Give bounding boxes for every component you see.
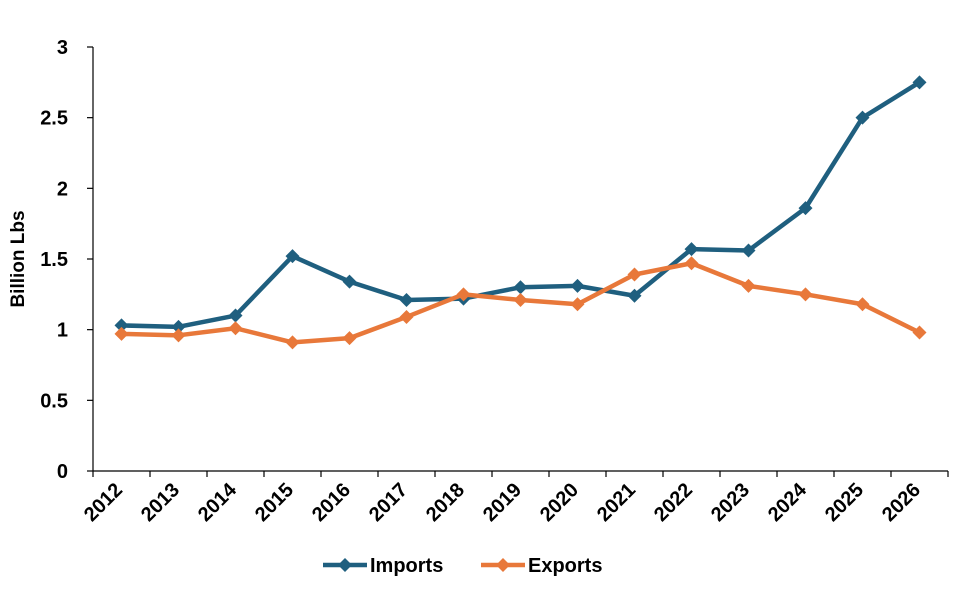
y-tick-label: 2.5: [40, 108, 68, 130]
exports-point: [912, 325, 927, 340]
axes: [92, 47, 948, 472]
x-tick-label: 2019: [479, 479, 526, 526]
exports-series: [114, 256, 927, 350]
exports-point: [684, 256, 699, 271]
exports-point: [285, 335, 300, 350]
imports-point: [855, 110, 870, 125]
y-tick-label: 1.5: [40, 249, 68, 271]
y-tick-label: 0: [57, 461, 68, 483]
x-tick-label: 2013: [137, 479, 184, 526]
series-layer: [114, 75, 927, 350]
x-tick-label: 2012: [80, 479, 127, 526]
y-axis-title-group: Billion Lbs: [8, 210, 29, 307]
x-tick-label: 2026: [878, 479, 925, 526]
imports-legend-label: Imports: [370, 555, 443, 577]
x-tick-label: 2015: [251, 479, 298, 526]
imports-legend-marker: [338, 558, 352, 572]
x-tick-label: 2022: [650, 479, 697, 526]
exports-point: [228, 321, 243, 336]
x-tick-label: 2023: [707, 479, 754, 526]
y-axis-title: Billion Lbs: [8, 210, 29, 307]
exports-point: [456, 287, 471, 302]
x-tick-label: 2025: [821, 479, 868, 526]
x-tick-label: 2021: [593, 479, 640, 526]
exports-point: [798, 287, 813, 302]
exports-point: [399, 309, 414, 324]
imports-point: [513, 280, 528, 295]
imports-series: [114, 75, 927, 334]
exports-point: [627, 267, 642, 282]
exports-legend-marker: [496, 558, 510, 572]
x-tick-label: 2014: [194, 478, 242, 526]
imports-point: [399, 292, 414, 307]
exports-point: [171, 328, 186, 343]
exports-legend-label: Exports: [528, 555, 602, 577]
x-tick-label: 2017: [365, 479, 412, 526]
x-tick-label: 2018: [422, 479, 469, 526]
exports-point: [570, 297, 585, 312]
exports-point: [114, 326, 129, 341]
y-tick-label: 0.5: [40, 390, 68, 412]
imports-point: [228, 308, 243, 323]
x-tick-label: 2016: [308, 479, 355, 526]
imports-point: [741, 243, 756, 258]
exports-point: [741, 278, 756, 293]
x-tick-label: 2020: [536, 479, 583, 526]
exports-point: [342, 331, 357, 346]
imports-point: [627, 288, 642, 303]
x-axis-ticks: 2012 2013 2014 2015 2016 2017 2018 2019 2020 2021…: [80, 471, 949, 526]
y-tick-label: 3: [57, 37, 68, 59]
imports-point: [570, 278, 585, 293]
x-tick-label: 2024: [764, 478, 812, 526]
imports-point: [684, 242, 699, 257]
imports-point: [114, 318, 129, 333]
y-axis-ticks: 0 0.5 1 1.5 2 2.5 3: [40, 37, 93, 483]
imports-point: [342, 274, 357, 289]
imports-point: [171, 319, 186, 334]
imports-point: [798, 201, 813, 216]
exports-point: [855, 297, 870, 312]
y-tick-label: 1: [57, 320, 68, 342]
exports-point: [513, 292, 528, 307]
y-tick-label: 2: [57, 178, 68, 200]
imports-point: [912, 75, 927, 90]
legend: Imports Exports: [323, 555, 602, 577]
imports-point: [285, 249, 300, 264]
